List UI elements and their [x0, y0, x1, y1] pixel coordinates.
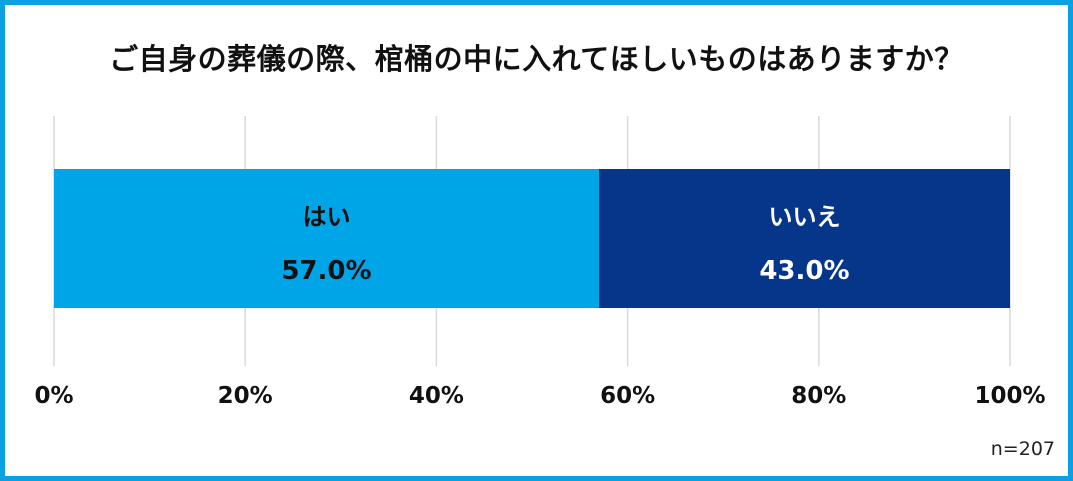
x-tick-label: 80%: [791, 383, 846, 409]
bar-segment-yes: [54, 169, 599, 308]
bar-segment-no: [598, 169, 1010, 308]
x-tick-label: 0%: [34, 383, 73, 409]
sample-size-note: n=207: [990, 438, 1055, 460]
x-tick-label: 40%: [409, 383, 464, 409]
x-tick-label: 100%: [974, 383, 1045, 409]
segment-category-label: いいえ: [768, 203, 840, 231]
x-tick-label: 60%: [600, 383, 655, 409]
x-tick-label: 20%: [218, 383, 273, 409]
chart-title: ご自身の葬儀の際、棺桶の中に入れてほしいものはありますか？: [109, 42, 964, 76]
segment-value-label: 43.0%: [759, 256, 849, 286]
segment-value-label: 57.0%: [281, 256, 371, 286]
segment-category-label: はい: [302, 203, 350, 231]
